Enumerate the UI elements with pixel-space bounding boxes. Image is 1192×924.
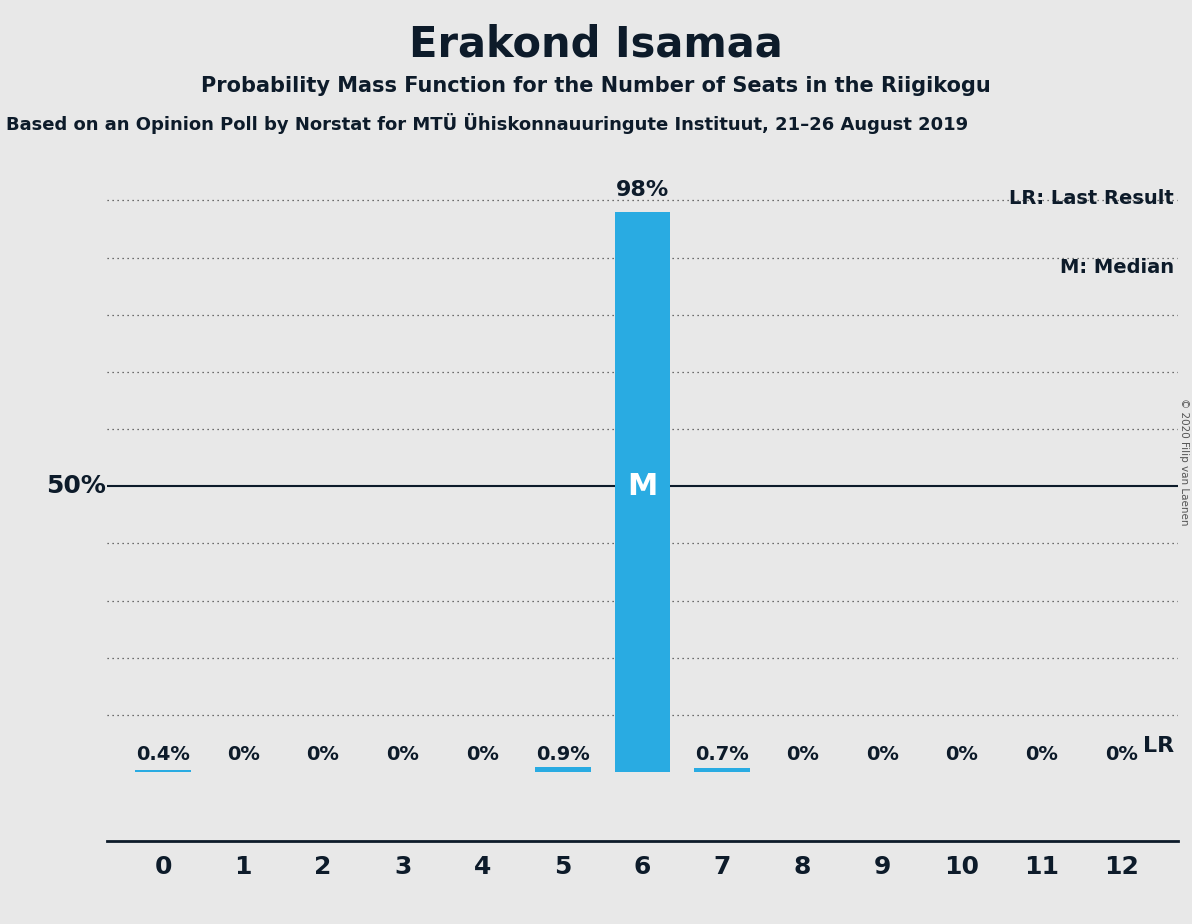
Text: 0%: 0% [1025,745,1058,763]
Text: 0%: 0% [386,745,420,763]
Text: 50%: 50% [45,474,106,498]
Bar [535,767,590,772]
Text: M: Median: M: Median [1060,258,1174,276]
Text: 0.4%: 0.4% [136,745,191,763]
Text: 0%: 0% [466,745,499,763]
Text: 0.9%: 0.9% [535,745,590,763]
Text: 0%: 0% [1105,745,1138,763]
Text: 0%: 0% [226,745,260,763]
Text: LR: LR [1143,736,1174,757]
Text: © 2020 Filip van Laenen: © 2020 Filip van Laenen [1179,398,1188,526]
Bar [135,770,191,772]
Text: Erakond Isamaa: Erakond Isamaa [409,23,783,65]
Bar [615,212,670,772]
Text: 0%: 0% [945,745,979,763]
Text: 0%: 0% [786,745,819,763]
Text: 0.7%: 0.7% [695,745,750,763]
Text: 0%: 0% [865,745,899,763]
Text: M: M [627,472,658,501]
Text: LR: Last Result: LR: Last Result [1008,189,1174,208]
Text: Based on an Opinion Poll by Norstat for MTÜ Ühiskonnauuringute Instituut, 21–26 : Based on an Opinion Poll by Norstat for … [6,113,968,134]
Text: Probability Mass Function for the Number of Seats in the Riigikogu: Probability Mass Function for the Number… [201,76,991,96]
Bar [695,768,750,772]
Text: 0%: 0% [306,745,340,763]
Text: 98%: 98% [616,180,669,201]
